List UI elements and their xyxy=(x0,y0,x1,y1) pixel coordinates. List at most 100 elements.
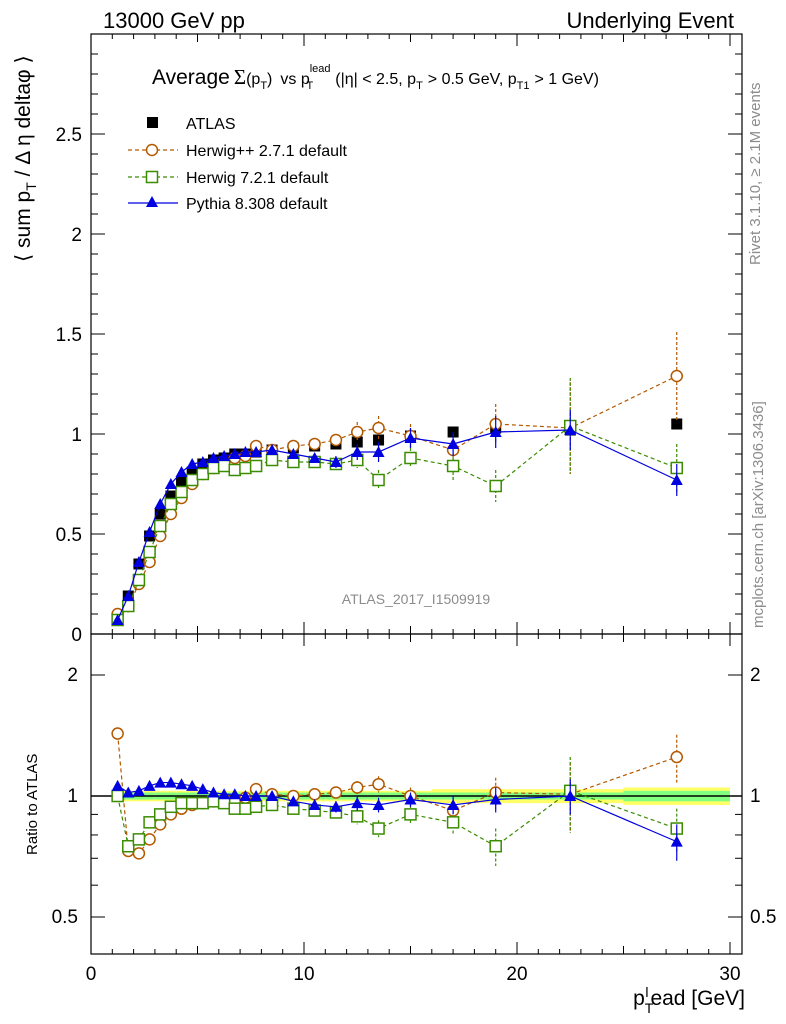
point-pythia xyxy=(196,456,209,467)
point-pythia xyxy=(132,784,145,796)
point-pythia xyxy=(372,798,385,810)
point-herwig7 xyxy=(372,822,385,835)
point-pythia xyxy=(218,450,231,461)
point-herwig7 xyxy=(217,459,231,473)
point-herwigpp xyxy=(372,421,385,435)
ratio-y-tick-label: 0.5 xyxy=(52,907,78,928)
point-herwigpp xyxy=(670,750,683,764)
ratio-panel-data xyxy=(111,727,683,866)
point-herwig7 xyxy=(228,463,242,477)
point-pythia xyxy=(228,448,241,459)
point-pythia xyxy=(489,426,502,437)
point-atlas xyxy=(186,466,198,478)
point-pythia xyxy=(308,452,321,463)
point-pythia xyxy=(239,446,252,457)
ratio-y-tick-label-right: 0.5 xyxy=(750,907,776,928)
point-pythia xyxy=(132,556,145,567)
top-y-tick-label: 1.5 xyxy=(56,325,82,346)
point-pythia xyxy=(154,776,167,788)
point-herwig7 xyxy=(153,519,167,533)
mcplots-label: mcplots.cern.ch [arXiv:1306.3436] xyxy=(750,401,767,628)
top-y-tick-label: 2.5 xyxy=(56,125,82,146)
point-herwig7 xyxy=(207,461,220,475)
point-pythia xyxy=(351,446,364,457)
legend: ATLAS Herwig++ 2.7.1 default Herwig 7.2.… xyxy=(128,116,348,213)
point-herwig7 xyxy=(446,816,460,829)
point-herwig7 xyxy=(265,453,279,467)
legend-label-herwigpp: Herwig++ 2.7.1 default xyxy=(186,143,348,160)
point-herwig7 xyxy=(446,459,460,473)
point-herwigpp xyxy=(670,369,683,383)
point-herwig7 xyxy=(265,798,279,812)
point-herwigpp xyxy=(132,847,146,860)
legend-label-pythia: Pythia 8.308 default xyxy=(186,196,328,213)
ratio-y-tick-label: 1 xyxy=(67,786,78,807)
point-pythia xyxy=(228,788,241,800)
top-y-tick-label: 2 xyxy=(71,225,82,246)
point-herwigpp xyxy=(308,788,321,801)
point-herwigpp xyxy=(143,833,156,846)
main-panel-data xyxy=(111,332,683,627)
point-herwigpp xyxy=(351,781,364,794)
point-herwig7 xyxy=(249,800,263,814)
point-herwig7 xyxy=(132,833,146,846)
point-herwig7 xyxy=(164,800,178,814)
point-pythia xyxy=(351,797,364,809)
x-tick-label: 0 xyxy=(86,964,97,985)
point-herwig7 xyxy=(143,545,156,559)
point-pythia xyxy=(175,778,188,790)
point-pythia xyxy=(489,793,502,805)
point-pythia xyxy=(111,779,124,791)
point-pythia xyxy=(122,590,135,601)
header-left: 13000 GeV pp xyxy=(103,8,245,33)
top-y-tick-label: 0 xyxy=(71,625,82,646)
point-pythia xyxy=(143,779,156,791)
legend-marker-herwig7 xyxy=(145,170,159,184)
point-pythia xyxy=(447,438,460,449)
point-pythia xyxy=(186,458,199,469)
point-pythia xyxy=(372,446,385,457)
top-y-axis-label: ⟨ sum pT / Δ η deltaφ ⟩ xyxy=(12,55,39,262)
point-herwig7 xyxy=(351,810,364,823)
point-herwig7 xyxy=(185,473,199,487)
point-herwig7 xyxy=(489,839,502,853)
point-herwigpp xyxy=(372,777,385,791)
point-pythia xyxy=(670,835,683,847)
ratio-y-tick-labels: 0.5 1 2 0.5 1 2 xyxy=(52,665,777,928)
point-pythia xyxy=(670,474,683,485)
point-pythia xyxy=(308,798,321,810)
ratio-y-tick-label: 2 xyxy=(67,665,78,686)
point-herwigpp xyxy=(308,437,321,451)
point-pythia xyxy=(111,614,124,625)
series-line-herwigpp xyxy=(117,375,678,615)
point-herwigpp xyxy=(351,425,364,439)
ratio-y-axis-label: Ratio to ATLAS xyxy=(24,754,41,855)
legend-marker-atlas xyxy=(147,117,158,128)
point-herwig7 xyxy=(175,485,188,499)
point-pythia xyxy=(266,444,279,455)
point-pythia xyxy=(186,779,199,791)
point-pythia xyxy=(207,786,220,798)
point-herwig7 xyxy=(185,796,199,810)
point-pythia xyxy=(122,786,135,798)
legend-label-herwig7: Herwig 7.2.1 default xyxy=(186,170,329,187)
point-herwig7 xyxy=(164,497,178,511)
point-pythia xyxy=(287,448,300,459)
header-right: Underlying Event xyxy=(566,8,734,33)
point-atlas xyxy=(373,434,385,446)
point-pythia xyxy=(218,788,231,800)
point-pythia xyxy=(329,456,342,467)
point-herwigpp xyxy=(111,727,124,740)
point-pythia xyxy=(287,795,300,807)
point-pythia xyxy=(196,783,209,795)
point-pythia xyxy=(143,526,156,537)
point-herwig7 xyxy=(404,451,417,465)
legend-marker-pythia xyxy=(146,196,158,207)
point-herwig7 xyxy=(228,802,242,815)
point-herwig7 xyxy=(143,816,156,829)
point-herwig7 xyxy=(196,467,210,481)
analysis-watermark: ATLAS_2017_I1509919 xyxy=(342,591,491,607)
x-tick-labels: 0 10 20 30 xyxy=(86,964,741,985)
point-herwig7 xyxy=(239,802,252,815)
x-tick-label: 30 xyxy=(719,964,740,985)
